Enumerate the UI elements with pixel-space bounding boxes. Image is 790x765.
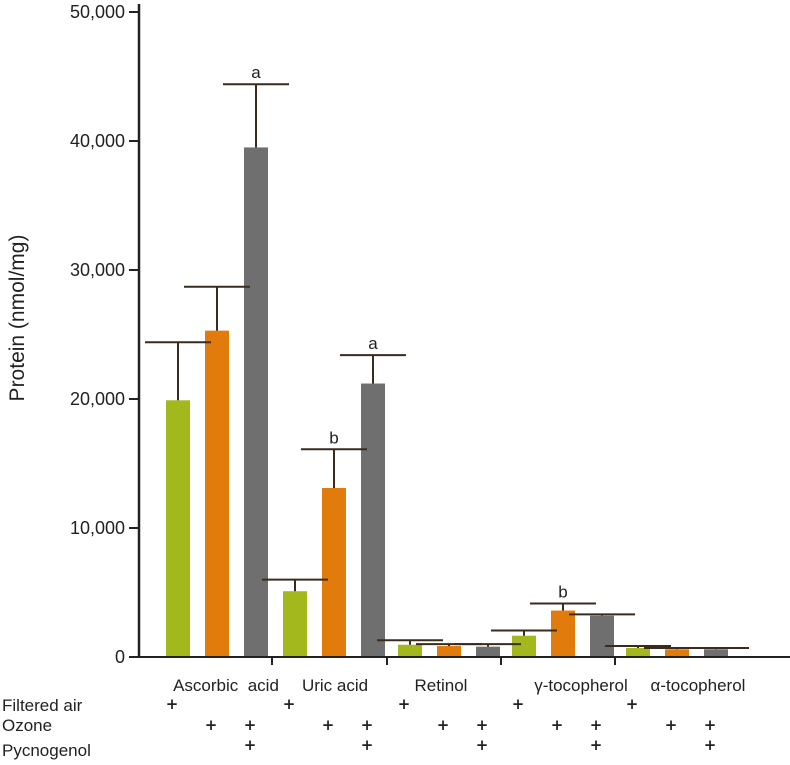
condition-plus-mark: + [590,716,603,734]
condition-plus-mark: + [476,716,489,734]
bar [244,147,268,657]
condition-plus-mark: + [626,695,639,713]
bar [166,400,190,657]
condition-plus-mark: + [437,716,450,734]
condition-plus-mark: + [283,695,296,713]
condition-plus-mark: + [244,716,257,734]
category-label: γ-tocopherol [534,676,628,695]
error-bars [145,83,749,650]
bar [665,649,689,657]
condition-plus-mark: + [512,695,525,713]
y-tick-label: 0 [115,647,125,667]
y-tick-label: 20,000 [70,389,125,409]
condition-plus-mark: + [590,736,603,754]
bar [476,646,500,657]
bar [361,383,385,657]
bar [512,635,536,657]
condition-row-label: Ozone [2,716,52,735]
category-labels: Ascorbic acid Uric acid Retinol γ-tocophero… [173,676,745,695]
condition-plus-mark: + [398,695,411,713]
condition-plus-mark: + [704,716,717,734]
y-tick-label: 50,000 [70,2,125,22]
bar [437,646,461,657]
bar [551,610,575,657]
condition-row-label: Filtered air [2,696,83,715]
condition-row-label: Pycnogenol [2,741,91,760]
condition-plus-mark: + [322,716,335,734]
significance-letter: b [329,428,338,447]
category-label: Retinol [415,676,468,695]
y-axis-label: Protein (nmol/mg) [6,235,29,402]
significance-letter: a [368,334,378,353]
significance-annotations: a b a b [251,63,567,601]
condition-plus-mark: + [665,716,678,734]
bar [205,330,229,657]
y-axis-ticks: 0 10,000 20,000 30,000 40,000 50,000 [70,2,616,667]
condition-plus-mark: + [361,736,374,754]
category-label: Uric acid [302,676,368,695]
bar [626,647,650,657]
condition-plus-mark: + [551,716,564,734]
y-tick-label: 40,000 [70,131,125,151]
condition-plus-mark: + [205,716,218,734]
condition-plus-mark: + [476,736,489,754]
condition-plus-mark: + [704,736,717,754]
bar [398,644,422,657]
bar [704,649,728,657]
bar [322,488,346,657]
condition-plus-mark: + [361,716,374,734]
condition-plus-mark: + [166,695,179,713]
condition-table: Filtered air + + + + + Ozone + + + + + + + + + + Pycnogen… [2,695,716,760]
significance-letter: b [558,582,567,601]
category-label: α-tocopherol [651,676,746,695]
category-label: Ascorbic acid [173,676,279,695]
bar [283,591,307,657]
bars [166,147,728,657]
y-tick-label: 30,000 [70,260,125,280]
bar [590,615,614,657]
condition-plus-mark: + [244,736,257,754]
significance-letter: a [251,63,261,82]
y-tick-label: 10,000 [70,518,125,538]
